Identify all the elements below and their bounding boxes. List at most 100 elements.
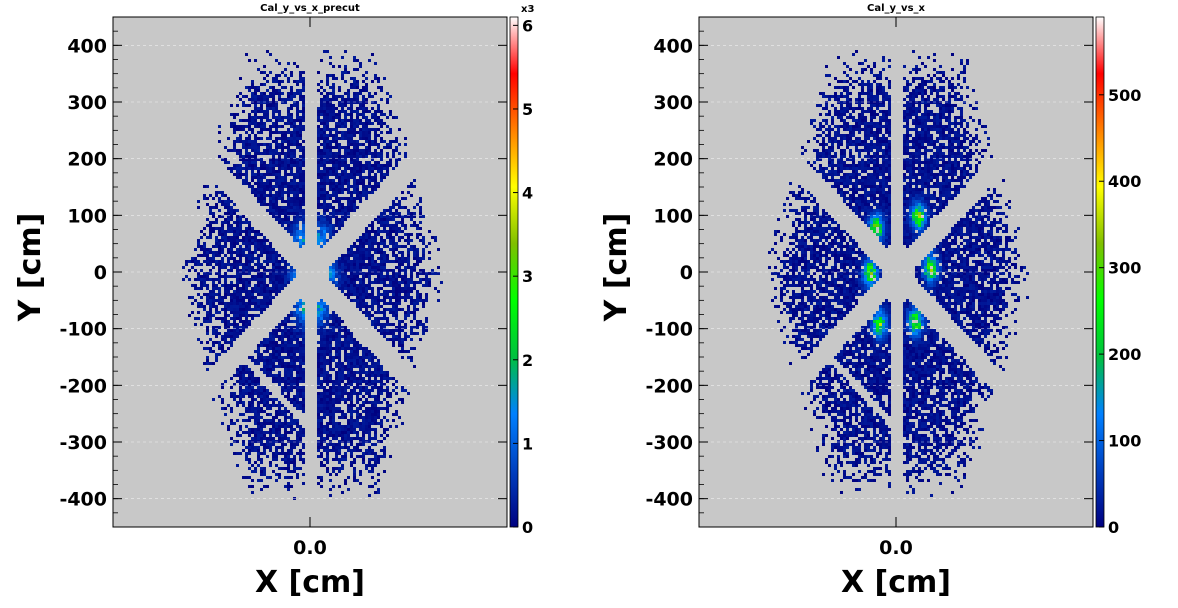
heatmap-bin-group bbox=[302, 239, 305, 242]
heatmap-bin-group bbox=[293, 239, 296, 242]
heatmap-bin-group bbox=[873, 224, 876, 227]
heatmap-bin-group bbox=[879, 314, 888, 341]
heatmap-bin-group bbox=[870, 215, 885, 227]
heatmap-bin-group bbox=[924, 272, 927, 275]
heatmap-bin-group bbox=[870, 320, 873, 323]
heatmap-bin-group bbox=[870, 278, 873, 281]
heatmap-bin-group bbox=[933, 263, 936, 266]
heatmap-bin-group bbox=[299, 323, 302, 326]
heatmap-bin-group bbox=[296, 329, 299, 332]
heatmap-bin-group bbox=[329, 275, 332, 278]
heatmap-bin-group bbox=[299, 230, 302, 233]
colorbar-tick-label: 6 bbox=[522, 16, 533, 35]
y-tick-label: -400 bbox=[59, 489, 107, 511]
heatmap-bin-group bbox=[915, 308, 918, 311]
heatmap-bin-group bbox=[320, 305, 323, 308]
y-tick-label: -100 bbox=[645, 319, 693, 341]
heatmap-bin-group bbox=[885, 326, 888, 329]
colorbar-tick-label: 0 bbox=[522, 518, 533, 537]
heatmap-bin-group bbox=[915, 212, 918, 215]
heatmap-bin-group bbox=[927, 257, 930, 260]
heatmap-bin-group bbox=[873, 269, 876, 272]
heatmap-bin-group bbox=[915, 203, 918, 206]
heatmap-bin-group bbox=[882, 323, 885, 326]
heatmap-bin-group bbox=[906, 317, 909, 320]
heatmap-bin-group bbox=[876, 269, 879, 272]
heatmap-bin-group bbox=[801, 68, 1014, 470]
heatmap-bin-group bbox=[320, 308, 323, 311]
heatmap-bin-group bbox=[861, 278, 864, 281]
heatmap-bin-group bbox=[918, 203, 921, 206]
heatmap-bin-group bbox=[918, 323, 921, 326]
heatmap-bin-group bbox=[924, 263, 927, 266]
heatmap-bin-group bbox=[332, 278, 335, 281]
colorbar-tick-label: 200 bbox=[1108, 345, 1141, 364]
heatmap-bin-group bbox=[918, 209, 921, 212]
colorbar-tick-label: 1 bbox=[522, 434, 533, 453]
heatmap-bin-group bbox=[329, 269, 332, 272]
heatmap-bin-group bbox=[915, 224, 918, 227]
heatmap-bin-group bbox=[867, 266, 870, 269]
heatmap-bin-group bbox=[918, 215, 921, 218]
heatmap-bin-group bbox=[873, 263, 876, 266]
heatmap-bin-group bbox=[879, 230, 882, 233]
heatmap-bin-group bbox=[924, 221, 927, 224]
heatmap-bin-group bbox=[912, 212, 915, 215]
heatmap-bin-group bbox=[879, 308, 882, 311]
y-tick-label: 200 bbox=[67, 149, 107, 171]
heatmap-bin-group bbox=[927, 278, 930, 281]
heatmap-bin-group bbox=[924, 269, 927, 272]
heatmap-bin-group bbox=[332, 263, 335, 266]
heatmap-bin-group bbox=[293, 266, 338, 284]
heatmap-bin-group bbox=[302, 302, 305, 305]
y-tick-label: 400 bbox=[653, 35, 693, 57]
heatmap-bin-group bbox=[912, 323, 915, 326]
heatmap-bin-group bbox=[299, 242, 305, 248]
y-tick-label: 0 bbox=[680, 262, 693, 284]
heatmap-bin-group bbox=[320, 230, 323, 233]
heatmap-bin-group bbox=[936, 260, 939, 263]
heatmap-bin-group bbox=[296, 302, 299, 305]
heatmap-bin-group bbox=[317, 236, 320, 239]
heatmap-bin-group bbox=[876, 323, 879, 326]
heatmap-bin-group bbox=[317, 305, 320, 308]
heatmap-bin-group bbox=[870, 326, 873, 329]
heatmap-bin-group bbox=[882, 314, 885, 317]
heatmap-bin-group bbox=[870, 221, 873, 224]
heatmap-bin-group bbox=[873, 317, 876, 320]
heatmap-bin-group bbox=[864, 272, 867, 275]
heatmap-bin-group bbox=[323, 239, 326, 242]
heatmap-bin-group bbox=[293, 233, 296, 236]
heatmap-bin-group bbox=[299, 314, 329, 320]
plot-background bbox=[113, 17, 507, 527]
heatmap-bin-group bbox=[876, 224, 879, 227]
heatmap-bin-group bbox=[185, 74, 437, 485]
heatmap-bin-group bbox=[873, 215, 876, 218]
heatmap-bin-group bbox=[930, 251, 933, 254]
heatmap-bin-group bbox=[870, 272, 873, 275]
heatmap-bin-group bbox=[927, 272, 930, 275]
heatmap-bin-group bbox=[864, 287, 867, 290]
heatmap-bin-group bbox=[777, 59, 1020, 476]
heatmap-bin-group bbox=[867, 260, 879, 275]
heatmap-bin-group bbox=[876, 218, 882, 227]
x-tick-label: 0.0 bbox=[879, 537, 913, 559]
heatmap-bin-group bbox=[912, 311, 915, 314]
heatmap-bin-group bbox=[924, 260, 927, 263]
heatmap-bin-group bbox=[317, 314, 320, 317]
heatmap-bin-group bbox=[927, 254, 930, 257]
heatmap-bin-group bbox=[924, 266, 927, 269]
heatmap-bin-group bbox=[873, 218, 876, 221]
heatmap-bin-group bbox=[921, 263, 927, 281]
heatmap-bin-group bbox=[332, 275, 335, 278]
heatmap-bin-group bbox=[867, 269, 870, 272]
heatmap-bin-group bbox=[876, 317, 879, 320]
heatmap-bin-group bbox=[879, 227, 882, 230]
heatmap-bin-group bbox=[873, 209, 876, 212]
heatmap-bin-group bbox=[879, 335, 882, 338]
heatmap-bin-group bbox=[870, 269, 873, 272]
heatmap-bin-group bbox=[293, 275, 296, 278]
y-tick-label: 200 bbox=[653, 149, 693, 171]
heatmap-panel-1: 400 300 200 100 0 -100 -200 -300 -400 0.0 Cal_y_vs… bbox=[13, 3, 534, 600]
heatmap-bin-group bbox=[918, 317, 921, 320]
